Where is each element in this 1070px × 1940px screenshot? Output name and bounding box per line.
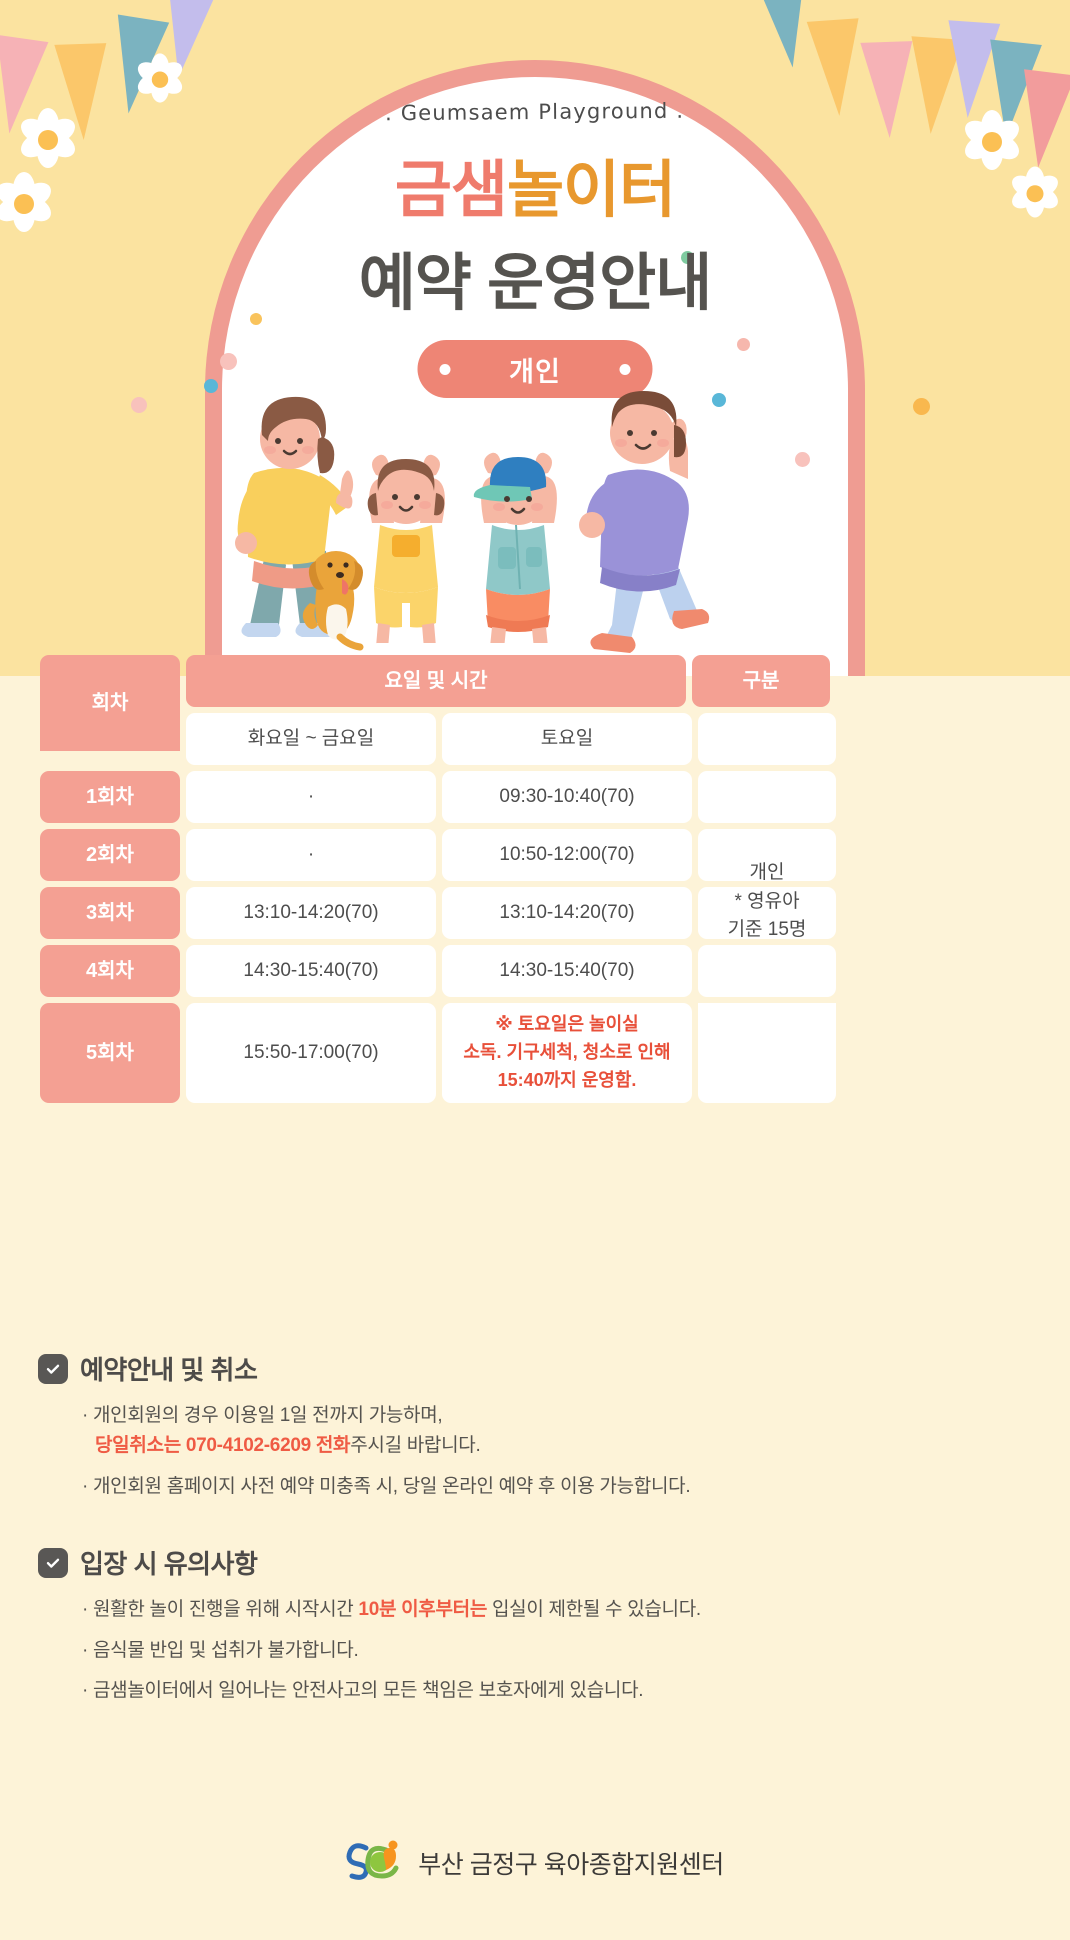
bullet-suffix: 입실이 제한될 수 있습니다. [487, 1599, 701, 1621]
table-type-value: 개인 * 영유아 기준 15명 [698, 829, 836, 940]
list-item: · 개인회원 홈페이지 사전 예약 미충족 시, 당일 온라인 예약 후 이용 … [82, 1472, 1038, 1502]
bullet-prefix: · 음식물 반입 및 섭취가 불가합니다. [82, 1639, 359, 1661]
daisy-icon [0, 172, 56, 232]
notice-title: 예약안내 및 취소 [80, 1355, 258, 1385]
eyebrow: . Geumsaem Playground . [0, 98, 1070, 140]
sc-logo-icon [346, 1840, 404, 1885]
table-type-spacer-1 [698, 771, 836, 823]
check-icon [38, 1353, 68, 1384]
notice-title: 입장 시 유의사항 [80, 1549, 258, 1580]
org-name: 부산 금정구 육아종합지원센터 [418, 1850, 724, 1879]
row-saturday-note: ※ 토요일은 놀이실 소독. 기구세척, 청소로 인해 15:40까지 운영함. [442, 1003, 692, 1103]
list-item: · 음식물 반입 및 섭취가 불가합니다. [82, 1636, 1038, 1666]
table-header-type: 구분 [692, 655, 830, 707]
notice-title-row: 입장 시 유의사항 [38, 1544, 1038, 1581]
table-subheader-row: 화요일 ~ 금요일 토요일 [40, 713, 836, 765]
footer: 부산 금정구 육아종합지원센터 [0, 1840, 1070, 1885]
row-weekday-5: 15:50-17:00(70) [186, 1003, 436, 1103]
family-illustration [235, 391, 710, 669]
table-subheader-saturday: 토요일 [442, 713, 692, 765]
row-weekday-2: · [186, 829, 436, 881]
badge-dot-left [439, 364, 451, 375]
notice-bullets: · 원활한 놀이 진행을 위해 시작시간 10분 이후부터는 입실이 제한될 수… [38, 1595, 1038, 1706]
notice-bullets: · 개인회원의 경우 이용일 1일 전까지 가능하며, 당일취소는 070-41… [38, 1401, 1038, 1502]
confetti-dot [204, 379, 218, 393]
list-item: · 금샘놀이터에서 일어나는 안전사고의 모든 책임은 보호자에게 있습니다. [82, 1676, 1038, 1706]
table-type-spacer-3 [698, 887, 836, 939]
daisy-icon [134, 53, 186, 103]
sat-note-line-1: ※ 토요일은 놀이실 [495, 1014, 639, 1035]
row-label-5: 5회차 [40, 1003, 180, 1103]
table-row: 4회차 14:30-15:40(70) 14:30-15:40(70) [40, 945, 836, 997]
page-subtitle: 예약 운영안내 [358, 249, 712, 318]
notices-section: 예약안내 및 취소 · 개인회원의 경우 이용일 1일 전까지 가능하며, 당일… [38, 1350, 1038, 1716]
table-row: 1회차 · 09:30-10:40(70) [40, 771, 836, 823]
row-label-1: 1회차 [40, 771, 180, 823]
confetti-dot [913, 398, 930, 415]
confetti-dot [250, 313, 262, 325]
bullet-highlight-phone[interactable]: 당일취소는 070-4102-6209 전화 [95, 1435, 351, 1457]
bullet-line-1: · 개인회원의 경우 이용일 1일 전까지 가능하며, [82, 1405, 443, 1426]
bullet-prefix: · 금샘놀이터에서 일어나는 안전사고의 모든 책임은 보호자에게 있습니다. [82, 1679, 644, 1701]
daisy-icon [1008, 166, 1062, 218]
bullet-prefix: · 원활한 놀이 진행을 위해 시작시간 [82, 1599, 359, 1621]
confetti-dot [795, 452, 810, 467]
row-saturday-1: 09:30-10:40(70) [442, 771, 692, 823]
table-header-row: 회차 요일 및 시간 구분 [40, 655, 830, 751]
table-type-spacer-5 [698, 1003, 836, 1103]
bullet-line-1: · 개인회원 홈페이지 사전 예약 미충족 시, 당일 온라인 예약 후 이용 … [82, 1475, 691, 1497]
type-line-2: * 영유아 [734, 890, 800, 912]
row-weekday-4: 14:30-15:40(70) [186, 945, 436, 997]
table-type-spacer-4 [698, 945, 836, 997]
bullet-line-2-rest: 주시길 바랍니다. [350, 1435, 481, 1457]
row-weekday-1: · [186, 771, 436, 823]
badge-dot-right [619, 364, 631, 375]
daisy-icon [960, 110, 1024, 170]
notice-block-entry: 입장 시 유의사항 · 원활한 놀이 진행을 위해 시작시간 10분 이후부터는… [38, 1544, 1038, 1706]
row-saturday-4: 14:30-15:40(70) [442, 945, 692, 997]
row-label-2: 2회차 [40, 829, 180, 881]
type-line-1: 개인 [749, 862, 785, 883]
row-label-4: 4회차 [40, 945, 180, 997]
badge-label: 개인 [509, 356, 561, 387]
table-row: 3회차 13:10-14:20(70) 13:10-14:20(70) [40, 887, 836, 939]
sat-note-line-2: 소독. 기구세척, 청소로 인해 [463, 1042, 671, 1063]
page-title: 금샘놀이터 [0, 158, 1070, 223]
category-badge[interactable]: 개인 [417, 340, 653, 398]
sat-note-line-3: 15:40까지 운영함. [497, 1069, 637, 1090]
eyebrow-text: . Geumsaem Playground . [385, 98, 685, 126]
row-saturday-3: 13:10-14:20(70) [442, 887, 692, 939]
confetti-dot [681, 251, 694, 264]
type-line-3: 기준 15명 [727, 919, 807, 940]
confetti-dot [712, 393, 726, 407]
title-part-1: 금샘 [394, 156, 508, 225]
table-row: 5회차 15:50-17:00(70) ※ 토요일은 놀이실 소독. 기구세척,… [40, 1003, 836, 1103]
table-subheader-weekday: 화요일 ~ 금요일 [186, 713, 436, 765]
row-saturday-2: 10:50-12:00(70) [442, 829, 692, 881]
table-type-spacer-0 [698, 713, 836, 765]
check-icon [38, 1547, 68, 1578]
table-header-round: 회차 [40, 655, 180, 751]
title-part-2: 놀이터 [506, 156, 676, 225]
confetti-dot [220, 353, 237, 370]
bullet-highlight-time: 10분 이후부터는 [358, 1599, 488, 1621]
row-weekday-3: 13:10-14:20(70) [186, 887, 436, 939]
table-header-daytime: 요일 및 시간 [186, 655, 686, 707]
notice-title-row: 예약안내 및 취소 [38, 1350, 1038, 1387]
list-item: · 원활한 놀이 진행을 위해 시작시간 10분 이후부터는 입실이 제한될 수… [82, 1595, 1038, 1625]
confetti-dot [737, 338, 750, 351]
notice-block-reservation: 예약안내 및 취소 · 개인회원의 경우 이용일 1일 전까지 가능하며, 당일… [38, 1350, 1038, 1502]
list-item: · 개인회원의 경우 이용일 1일 전까지 가능하며, 당일취소는 070-41… [82, 1401, 1038, 1462]
schedule-table: 회차 요일 및 시간 구분 화요일 ~ 금요일 토요일 1회차 · 09:30-… [40, 655, 836, 1109]
row-label-3: 3회차 [40, 887, 180, 939]
confetti-dot [131, 397, 147, 413]
daisy-icon [16, 108, 80, 168]
table-row: 2회차 · 10:50-12:00(70) 개인 * 영유아 기준 15명 [40, 829, 836, 940]
hero-section: . Geumsaem Playground . 금샘놀이터 예약 운영안내 개인 [0, 0, 1070, 700]
